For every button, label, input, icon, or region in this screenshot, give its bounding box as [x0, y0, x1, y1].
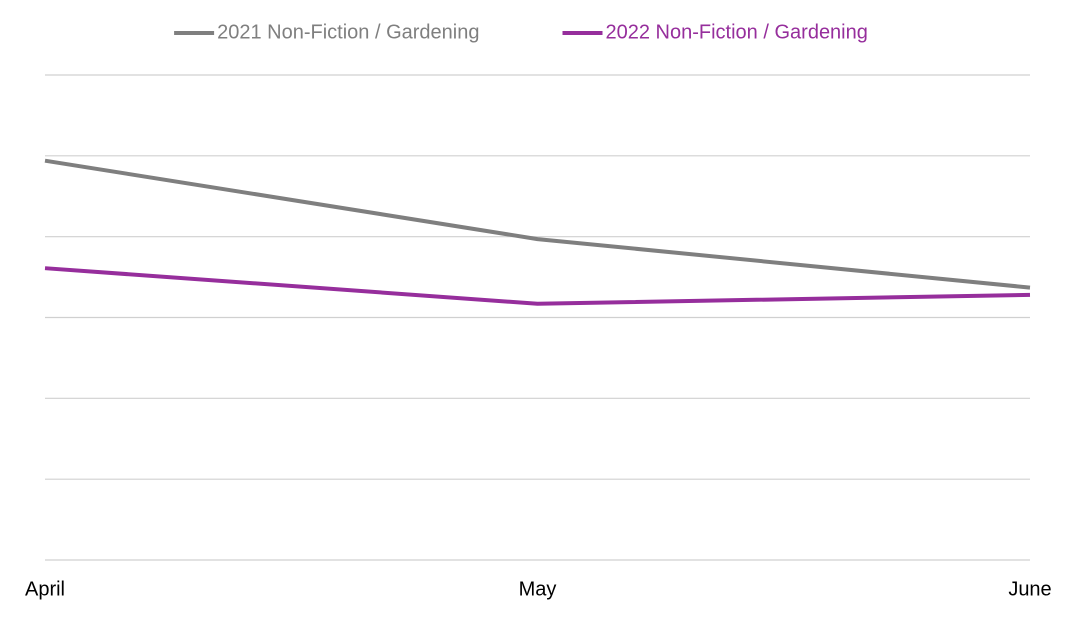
series-line — [44, 266, 1031, 306]
x-tick-label: May — [519, 578, 557, 600]
x-tick-label: June — [1008, 578, 1051, 600]
series-line — [44, 158, 1031, 290]
legend-label: 2021 Non-Fiction / Gardening — [217, 21, 479, 43]
x-tick-label: April — [25, 578, 65, 600]
legend-label: 2022 Non-Fiction / Gardening — [606, 21, 868, 43]
